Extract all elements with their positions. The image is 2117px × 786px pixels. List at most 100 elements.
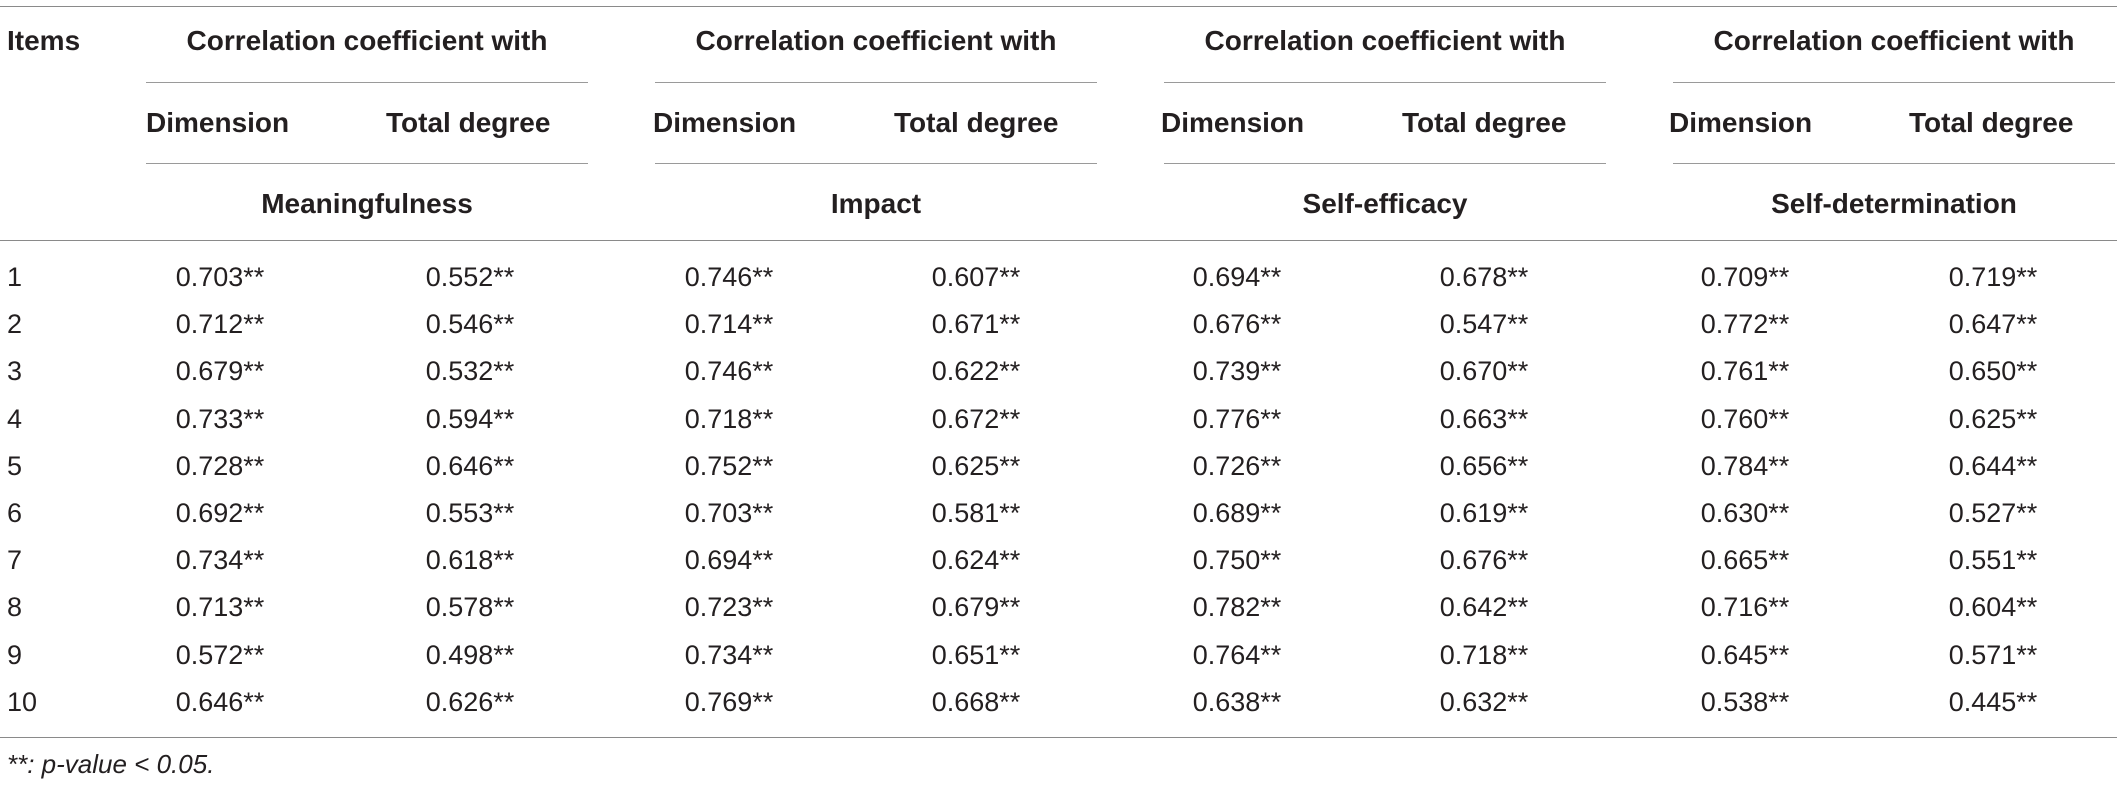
group-3-dimension-name: Self-efficacy	[1302, 188, 1468, 219]
table-cell: 0.739**	[1192, 356, 1282, 387]
table-cell: 0.546**	[425, 309, 515, 340]
group-2-rule-a	[655, 82, 1097, 83]
table-cell: 0.630**	[1700, 498, 1790, 528]
table-cell: 0.694**	[1192, 262, 1282, 292]
group-1-total-header: Total degree	[386, 107, 551, 138]
table-cell: 0.746**	[684, 262, 774, 292]
group-4-rule-a	[1673, 82, 2115, 83]
table-cell: 0.650**	[1948, 356, 2038, 387]
group-3-dimension-header: Dimension	[1161, 107, 1305, 138]
table-cell: 0.632**	[1439, 686, 1529, 717]
table-cell: 0.678**	[1439, 262, 1529, 292]
table-cell: 0.651**	[931, 639, 1021, 670]
table-cell: 0.532**	[425, 356, 515, 387]
table-cell: 0.679**	[931, 592, 1021, 623]
table-footnote: **: p-value < 0.05.	[7, 749, 215, 779]
group-2-rule-b	[655, 163, 1097, 164]
table-cell: 0.709**	[1700, 262, 1790, 292]
table-cell: 0.694**	[684, 545, 774, 576]
row-item-number: 8	[7, 592, 23, 623]
group-4-dimension-header: Dimension	[1669, 107, 1813, 138]
group-2-dimension-header: Dimension	[653, 107, 797, 138]
table-cell: 0.572**	[175, 639, 265, 670]
table-cell: 0.538**	[1700, 686, 1790, 717]
table-cell: 0.445**	[1948, 686, 2038, 717]
group-1-rule-b	[146, 163, 588, 164]
group-3-total-header: Total degree	[1402, 107, 1567, 138]
group-1-dimension-header: Dimension	[146, 107, 290, 138]
table-cell: 0.782**	[1192, 592, 1282, 623]
table-cell: 0.776**	[1192, 403, 1282, 434]
table-cell: 0.552**	[425, 262, 515, 292]
table-cell: 0.668**	[931, 686, 1021, 717]
table-cell: 0.689**	[1192, 498, 1282, 528]
table-cell: 0.527**	[1948, 498, 2038, 528]
table-cell: 0.750**	[1192, 545, 1282, 576]
table-top-rule	[0, 6, 2117, 7]
table-cell: 0.571**	[1948, 639, 2038, 670]
table-cell: 0.676**	[1192, 309, 1282, 340]
group-3-rule-b	[1164, 163, 1606, 164]
row-item-number: 4	[7, 403, 23, 434]
table-cell: 0.714**	[684, 309, 774, 340]
table-cell: 0.719**	[1948, 262, 2038, 292]
row-item-number: 9	[7, 639, 23, 670]
group-3-rule-a	[1164, 82, 1606, 83]
group-1-dimension-name: Meaningfulness	[261, 188, 473, 219]
table-cell: 0.712**	[175, 309, 265, 340]
table-cell: 0.703**	[175, 262, 265, 292]
table-cell: 0.618**	[425, 545, 515, 576]
table-cell: 0.578**	[425, 592, 515, 623]
table-cell: 0.726**	[1192, 450, 1282, 481]
table-cell: 0.625**	[931, 450, 1021, 481]
table-cell: 0.734**	[684, 639, 774, 670]
table-cell: 0.619**	[1439, 498, 1529, 528]
table-cell: 0.626**	[425, 686, 515, 717]
group-4-dimension-name: Self-determination	[1771, 188, 2017, 219]
table-cell: 0.728**	[175, 450, 265, 481]
table-cell: 0.646**	[175, 686, 265, 717]
table-cell: 0.498**	[425, 639, 515, 670]
table-cell: 0.703**	[684, 498, 774, 528]
table-cell: 0.772**	[1700, 309, 1790, 340]
group-3-title: Correlation coefficient with	[1204, 25, 1566, 56]
group-2-total-header: Total degree	[894, 107, 1059, 138]
table-cell: 0.604**	[1948, 592, 2038, 623]
table-cell: 0.607**	[931, 262, 1021, 292]
table-cell: 0.760**	[1700, 403, 1790, 434]
table-cell: 0.718**	[684, 403, 774, 434]
table-cell: 0.665**	[1700, 545, 1790, 576]
table-cell: 0.692**	[175, 498, 265, 528]
row-item-number: 3	[7, 356, 23, 387]
table-cell: 0.676**	[1439, 545, 1529, 576]
table-cell: 0.581**	[931, 498, 1021, 528]
group-4-title: Correlation coefficient with	[1713, 25, 2075, 56]
table-cell: 0.656**	[1439, 450, 1529, 481]
table-cell: 0.764**	[1192, 639, 1282, 670]
table-cell: 0.671**	[931, 309, 1021, 340]
row-item-number: 5	[7, 450, 23, 481]
table-cell: 0.713**	[175, 592, 265, 623]
items-header: Items	[7, 25, 81, 56]
table-cell: 0.670**	[1439, 356, 1529, 387]
row-item-number: 10	[7, 686, 38, 717]
group-4-total-header: Total degree	[1909, 107, 2074, 138]
table-cell: 0.646**	[425, 450, 515, 481]
group-1-title: Correlation coefficient with	[186, 25, 548, 56]
table-cell: 0.784**	[1700, 450, 1790, 481]
table-cell: 0.642**	[1439, 592, 1529, 623]
table-cell: 0.624**	[931, 545, 1021, 576]
table-cell: 0.547**	[1439, 309, 1529, 340]
table-cell: 0.622**	[931, 356, 1021, 387]
table-cell: 0.625**	[1948, 403, 2038, 434]
table-cell: 0.679**	[175, 356, 265, 387]
table-cell: 0.734**	[175, 545, 265, 576]
table-cell: 0.551**	[1948, 545, 2038, 576]
group-2-title: Correlation coefficient with	[695, 25, 1057, 56]
table-cell: 0.645**	[1700, 639, 1790, 670]
table-cell: 0.716**	[1700, 592, 1790, 623]
row-item-number: 6	[7, 498, 23, 528]
row-item-number: 2	[7, 309, 23, 340]
table-cell: 0.553**	[425, 498, 515, 528]
group-4-rule-b	[1673, 163, 2115, 164]
